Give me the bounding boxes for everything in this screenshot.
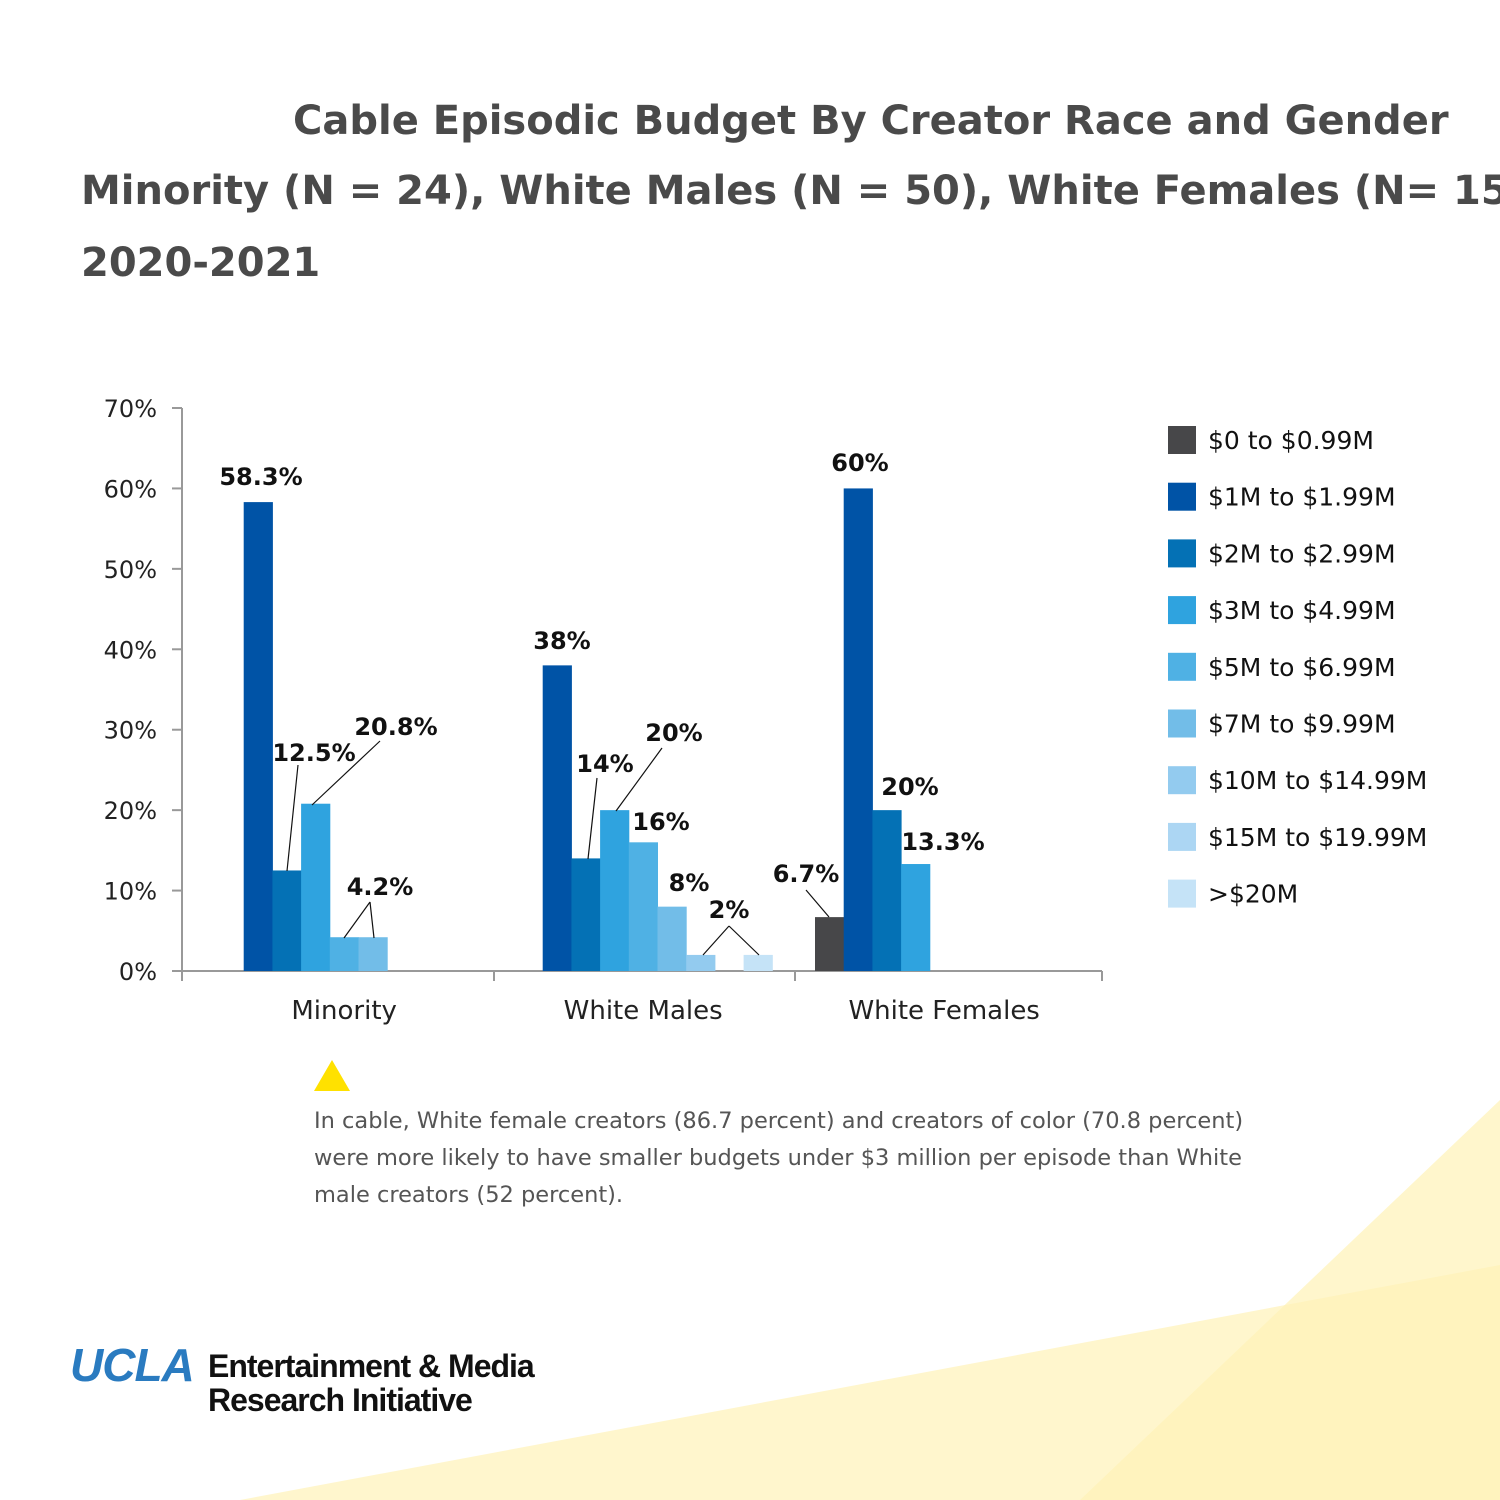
- leader-line: [286, 764, 299, 872]
- logo-ucla: UCLA: [70, 1339, 195, 1391]
- leader-line: [587, 777, 598, 860]
- data-label: 60%: [831, 449, 888, 477]
- legend-swatch: [1168, 652, 1196, 681]
- legend-swatch: [1168, 426, 1196, 454]
- bar: [743, 954, 773, 971]
- data-label: 20%: [645, 719, 702, 747]
- y-tick-label: 60%: [104, 475, 157, 503]
- data-label: 20.8%: [354, 713, 437, 741]
- bar-chart: 0% 10% 20% 30% 40% 50% 60% 70% Minority White Mal…: [104, 395, 1428, 1026]
- y-tick-label: 40%: [104, 636, 157, 664]
- bar: [600, 810, 630, 971]
- legend-label: $0 to $0.99M: [1208, 426, 1374, 455]
- x-category-label: White Males: [564, 996, 723, 1026]
- x-category-label: White Females: [848, 996, 1039, 1026]
- x-category-label: Minority: [291, 996, 397, 1026]
- legend-swatch: [1168, 596, 1196, 625]
- leader-line: [702, 925, 730, 956]
- leader-line: [343, 901, 371, 939]
- data-label: 38%: [533, 627, 590, 655]
- data-label: 13.3%: [901, 828, 984, 856]
- y-tick-label: 50%: [104, 556, 157, 584]
- leader-line: [615, 747, 663, 812]
- bar: [843, 488, 873, 971]
- data-label: 14%: [576, 750, 633, 778]
- data-label: 16%: [632, 808, 689, 836]
- y-tick-label: 0%: [119, 958, 157, 986]
- legend-swatch: [1168, 822, 1196, 851]
- data-label: 12.5%: [272, 739, 355, 767]
- bar: [301, 803, 331, 971]
- data-label: 4.2%: [347, 873, 414, 901]
- leader-line: [805, 889, 830, 918]
- legend-swatch: [1168, 879, 1196, 908]
- bar: [628, 842, 658, 971]
- legend-swatch: [1168, 482, 1196, 511]
- y-tick-label: 30%: [104, 717, 157, 745]
- data-label: 20%: [881, 773, 938, 801]
- chart-note: In cable, White female creators (86.7 pe…: [314, 1108, 1244, 1208]
- legend-label: $7M to $9.99M: [1208, 710, 1396, 739]
- bar: [815, 917, 845, 971]
- bar: [542, 665, 572, 971]
- legend-label: $3M to $4.99M: [1208, 596, 1396, 625]
- logo-line1: Entertainment & Media: [208, 1348, 535, 1384]
- bar: [358, 937, 388, 971]
- legend-label: >$20M: [1208, 880, 1298, 909]
- chart-subtitle: Minority (N = 24), White Males (N = 50),…: [81, 168, 1500, 214]
- bar: [243, 502, 273, 971]
- legend-label: $2M to $2.99M: [1208, 539, 1396, 568]
- legend-label: $10M to $14.99M: [1208, 766, 1427, 795]
- legend-swatch: [1168, 539, 1196, 568]
- data-label: 2%: [709, 896, 750, 924]
- y-tick-label: 70%: [104, 395, 157, 423]
- y-tick-label: 10%: [104, 878, 157, 906]
- bar: [901, 864, 931, 971]
- y-tick-label: 20%: [104, 797, 157, 825]
- data-label: 58.3%: [219, 463, 302, 491]
- bar: [272, 870, 302, 971]
- bar: [657, 906, 687, 971]
- chart-subtitle-years: 2020-2021: [81, 240, 321, 286]
- chart-title: Cable Episodic Budget By Creator Race an…: [293, 98, 1449, 144]
- leader-line: [728, 925, 760, 956]
- leader-line: [311, 740, 381, 806]
- bar: [686, 954, 716, 971]
- bar: [329, 937, 359, 971]
- legend-swatch: [1168, 766, 1196, 795]
- data-label: 6.7%: [773, 860, 840, 888]
- legend-label: $5M to $6.99M: [1208, 653, 1396, 682]
- legend-label: $1M to $1.99M: [1208, 483, 1396, 512]
- bar: [872, 810, 902, 971]
- bar: [571, 858, 601, 971]
- logo-line2: Research Initiative: [208, 1382, 473, 1418]
- warning-triangle-icon: [314, 1060, 350, 1091]
- legend-swatch: [1168, 709, 1196, 738]
- leader-line: [369, 901, 375, 939]
- data-label: 8%: [669, 869, 710, 897]
- legend-label: $15M to $19.99M: [1208, 823, 1427, 852]
